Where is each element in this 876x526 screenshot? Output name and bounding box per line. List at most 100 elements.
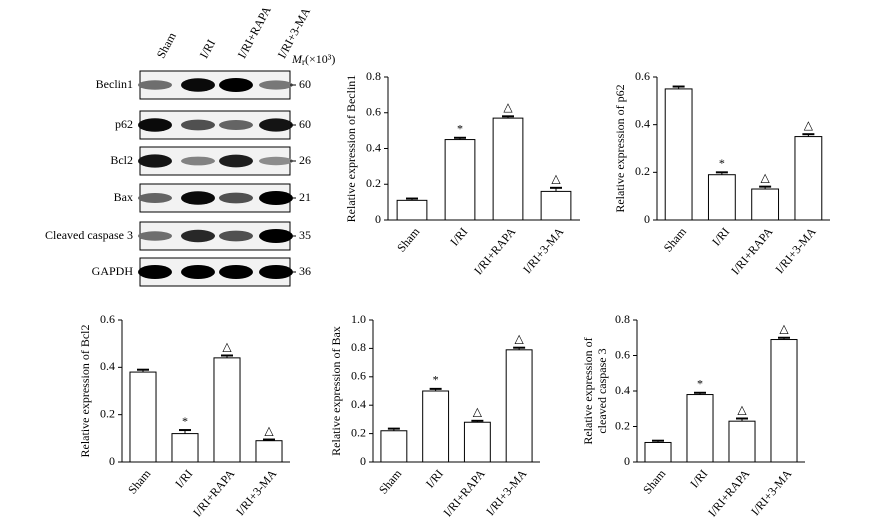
significance-mark: * xyxy=(433,373,439,387)
bar xyxy=(505,349,533,463)
bar xyxy=(794,136,823,221)
y-tick-label: 0.8 xyxy=(366,69,381,83)
protein-label: Bax xyxy=(114,190,133,204)
significance-mark: △ xyxy=(503,100,513,114)
bar xyxy=(644,441,672,463)
x-tick-label: I/RI+3-MA xyxy=(233,466,280,518)
x-tick-label: I/RI+RAPA xyxy=(190,466,238,519)
y-tick-label: 0 xyxy=(109,454,115,468)
y-tick-label: 0.4 xyxy=(351,397,366,411)
blot-band xyxy=(181,119,215,131)
x-tick-label: I/RI+RAPA xyxy=(705,466,753,519)
x-tick-label: I/RI+RAPA xyxy=(471,224,519,277)
x-tick-label: I/RI+RAPA xyxy=(440,466,488,519)
x-tick-label: Sham xyxy=(394,224,423,254)
y-tick-label: 0 xyxy=(624,454,630,468)
significance-mark: * xyxy=(457,122,463,136)
blot-band xyxy=(138,80,172,90)
blot-band xyxy=(138,193,172,203)
significance-mark: △ xyxy=(779,322,789,336)
bar xyxy=(380,430,408,463)
significance-mark: △ xyxy=(473,405,483,419)
x-tick-label: I/RI+3-MA xyxy=(772,224,819,276)
blot-band xyxy=(259,80,293,90)
blot-band xyxy=(181,191,215,205)
bar xyxy=(540,190,572,221)
x-tick-label: I/RI xyxy=(423,467,446,491)
bar xyxy=(728,420,756,463)
blot-band xyxy=(219,230,253,242)
y-axis-label: Relative expression of Beclin1 xyxy=(344,75,358,223)
y-tick-label: 0.2 xyxy=(366,176,381,190)
x-tick-label: I/RI xyxy=(709,225,732,249)
significance-mark: * xyxy=(182,414,188,428)
significance-mark: △ xyxy=(264,423,274,437)
blot-band xyxy=(181,229,215,243)
blot-band xyxy=(219,265,253,279)
mr-unit: (×10³) xyxy=(305,52,335,66)
x-tick-label: Sham xyxy=(661,224,690,254)
significance-mark: △ xyxy=(222,339,232,353)
x-tick-label: I/RI+3-MA xyxy=(483,466,530,518)
blot-band xyxy=(138,265,172,279)
x-tick-label: I/RI+RAPA xyxy=(728,224,776,277)
y-tick-label: 0.6 xyxy=(100,312,115,326)
blot-band xyxy=(138,154,172,168)
significance-mark: △ xyxy=(761,170,771,184)
blot-band xyxy=(259,156,293,166)
blot-band xyxy=(181,265,215,279)
bar xyxy=(422,390,450,463)
protein-label: GAPDH xyxy=(92,264,134,278)
bar xyxy=(707,174,736,221)
x-tick-label: I/RI xyxy=(172,467,195,491)
bar xyxy=(129,371,157,463)
y-tick-label: 0.6 xyxy=(366,105,381,119)
mr-value: 26 xyxy=(299,153,311,167)
y-tick-label: 0.4 xyxy=(100,359,115,373)
x-tick-label: Sham xyxy=(125,466,154,496)
protein-label: Beclin1 xyxy=(96,77,133,91)
y-tick-label: 0.8 xyxy=(615,312,630,326)
blot-band xyxy=(259,118,293,132)
y-tick-label: 0.2 xyxy=(100,406,115,420)
y-tick-label: 0 xyxy=(375,212,381,226)
blot-band xyxy=(259,229,293,243)
mr-value: 36 xyxy=(299,264,311,278)
y-tick-label: 0.6 xyxy=(615,347,630,361)
x-tick-label: Sham xyxy=(640,466,669,496)
bar xyxy=(751,188,780,221)
bar xyxy=(444,139,476,221)
mr-value: 35 xyxy=(299,228,311,242)
significance-mark: △ xyxy=(551,172,561,186)
mr-label: Mr(×10³) xyxy=(291,52,335,67)
bar xyxy=(396,199,428,221)
bar xyxy=(664,88,693,221)
significance-mark: * xyxy=(719,156,725,170)
y-axis-label: Relative expression of Bcl2 xyxy=(78,325,92,458)
blot-band xyxy=(181,78,215,92)
lane-label: I/RI xyxy=(197,37,218,61)
y-axis-label: Relative expression of Bax xyxy=(329,326,343,456)
blot-band xyxy=(181,156,215,166)
x-tick-label: I/RI xyxy=(687,467,710,491)
y-axis-label: Relative expression of xyxy=(581,337,595,444)
protein-label: Cleaved caspase 3 xyxy=(45,228,133,242)
blot-band xyxy=(219,78,253,92)
y-tick-label: 0.6 xyxy=(635,69,650,83)
bar xyxy=(492,117,524,221)
significance-mark: △ xyxy=(737,402,747,416)
y-tick-label: 0.2 xyxy=(615,418,630,432)
bar xyxy=(255,440,283,463)
y-tick-label: 0.2 xyxy=(635,164,650,178)
protein-label: Bcl2 xyxy=(110,153,133,167)
blot-band xyxy=(138,231,172,241)
lane-label: I/RI+RAPA xyxy=(235,3,274,60)
y-tick-label: 0 xyxy=(360,454,366,468)
y-tick-label: 0.4 xyxy=(635,116,650,130)
mr-sub: r xyxy=(302,57,305,67)
y-tick-label: 0.6 xyxy=(351,369,366,383)
significance-mark: △ xyxy=(515,331,525,345)
bar xyxy=(770,339,798,463)
bar xyxy=(686,394,714,463)
